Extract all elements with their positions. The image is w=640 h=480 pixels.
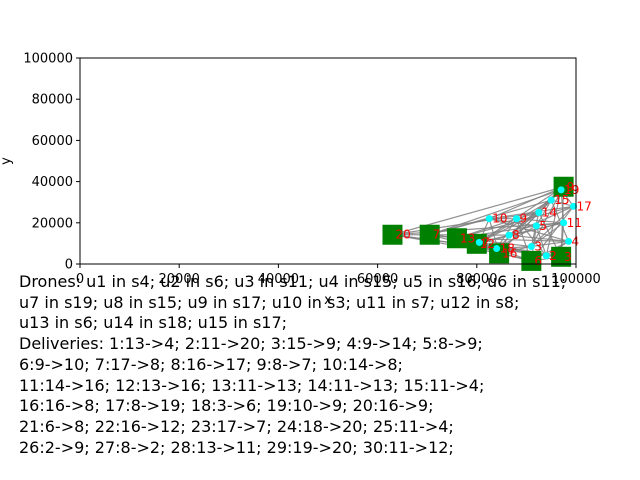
- station-marker: [551, 246, 572, 267]
- x-tick-label: 0: [76, 272, 84, 287]
- station-markers: [382, 176, 574, 271]
- point-label: 8: [512, 228, 520, 242]
- route-line: [488, 186, 564, 220]
- caption-line: 11:14->16; 12:13->16; 13:11->13; 14:11->…: [19, 375, 485, 395]
- x-tick-label: 40000: [258, 272, 299, 287]
- point-label: 7: [433, 228, 441, 242]
- y-tick-label: 60000: [32, 134, 73, 149]
- x-tick-label: 80000: [456, 272, 497, 287]
- point-label: 14: [542, 206, 557, 220]
- x-axis-label: x: [324, 293, 332, 308]
- delivery-point-marker: [557, 186, 565, 194]
- x-axis-ticks: 0 20000 40000 60000 80000 100000: [76, 264, 601, 287]
- delivery-point-marker: [570, 202, 578, 210]
- point-label: 15: [554, 193, 569, 207]
- y-axis-label: y: [0, 157, 14, 165]
- caption-line: 6:9->10; 7:17->8; 8:16->17; 9:8->7; 10:1…: [19, 354, 403, 374]
- point-label: 16: [502, 246, 517, 260]
- point-label: 13: [460, 231, 475, 245]
- point-label: 4: [572, 234, 580, 248]
- caption-line: Drones: u1 in s4; u2 in s6; u3 in s11; u…: [19, 272, 567, 291]
- x-tick-label: 100000: [551, 272, 601, 287]
- point-label: 2: [549, 249, 557, 263]
- caption-line: 26:2->9; 27:8->2; 28:13->11; 29:19->20; …: [19, 437, 454, 457]
- delivery-point-marker: [505, 231, 513, 239]
- point-label: 9: [519, 212, 527, 226]
- delivery-point-marker: [542, 252, 550, 260]
- point-label: 6: [534, 254, 542, 268]
- route-line: [476, 186, 564, 245]
- route-line: [545, 189, 562, 256]
- point-label: 10: [492, 212, 507, 226]
- point-label: 12: [480, 237, 495, 251]
- caption-line: 21:6->8; 22:16->12; 23:17->7; 24:18->20;…: [19, 416, 454, 436]
- station-marker: [382, 224, 403, 245]
- caption-line: 16:16->8; 17:8->19; 18:3->6; 19:10->9; 2…: [19, 396, 434, 416]
- caption-line: Deliveries: 1:13->4; 2:11->20; 3:15->9; …: [19, 334, 483, 354]
- station-marker: [446, 228, 467, 249]
- delivery-point-marker: [565, 237, 573, 245]
- delivery-point-markers: [475, 186, 578, 260]
- delivery-point-marker: [493, 245, 501, 253]
- route-line: [489, 205, 574, 220]
- y-tick-label: 0: [65, 258, 73, 273]
- y-tick-label: 40000: [32, 175, 73, 190]
- route-line: [508, 205, 574, 236]
- point-label: 3: [534, 239, 542, 253]
- point-label: 19: [564, 183, 579, 197]
- point-label: 5: [539, 219, 547, 233]
- y-tick-label: 20000: [32, 216, 73, 231]
- delivery-point-marker: [475, 238, 483, 246]
- y-tick-label: 100000: [23, 52, 73, 67]
- delivery-caption: Drones: u1 in s4; u2 in s6; u3 in s11; u…: [19, 272, 634, 458]
- caption-line: u13 in s6; u14 in s18; u15 in s17;: [19, 313, 288, 333]
- caption-line: u7 in s19; u8 in s15; u9 in s17; u10 in …: [19, 292, 520, 312]
- point-label: 17: [577, 199, 592, 213]
- plot-frame: [79, 57, 577, 265]
- station-marker: [521, 250, 542, 271]
- x-tick-label: 20000: [159, 272, 200, 287]
- delivery-point-marker: [535, 209, 543, 216]
- route-line: [508, 234, 569, 242]
- route-line: [531, 222, 564, 247]
- delivery-point-marker: [560, 219, 568, 227]
- route-line: [550, 199, 570, 242]
- route-line: [531, 240, 569, 248]
- delivery-point-marker: [485, 215, 493, 223]
- point-label: 3: [564, 250, 572, 264]
- delivery-point-marker: [547, 196, 555, 204]
- point-label: 18: [500, 242, 515, 256]
- delivery-point-marker: [532, 222, 540, 230]
- delivery-point-marker: [527, 242, 535, 250]
- delivery-point-marker: [512, 215, 520, 223]
- y-axis-ticks: 0 20000 40000 60000 80000 100000: [23, 52, 80, 273]
- point-label: 9: [567, 180, 575, 194]
- station-marker: [419, 224, 440, 245]
- point-label: 20: [395, 228, 410, 242]
- x-tick-label: 60000: [357, 272, 398, 287]
- point-label: 7: [482, 235, 490, 249]
- point-label: 11: [567, 216, 582, 230]
- route-line: [535, 225, 547, 256]
- y-tick-label: 80000: [32, 93, 73, 108]
